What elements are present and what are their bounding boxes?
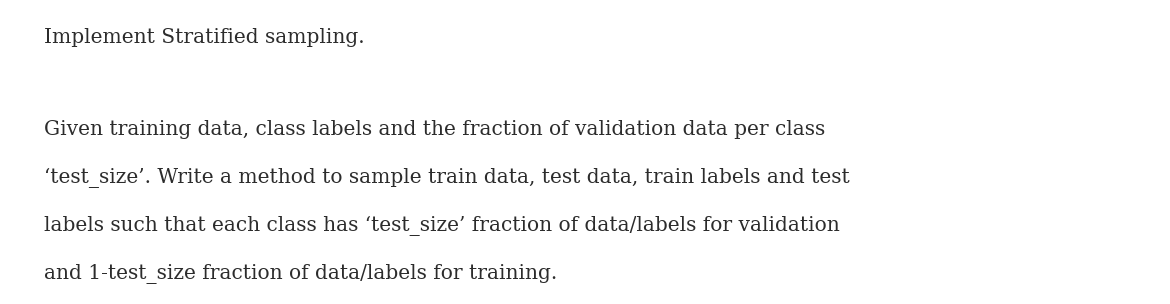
Text: labels such that each class has ‘test_size’ fraction of data/labels for validati: labels such that each class has ‘test_si… <box>44 216 840 236</box>
Text: ‘test_size’. Write a method to sample train data, test data, train labels and te: ‘test_size’. Write a method to sample tr… <box>44 168 849 188</box>
Text: Given training data, class labels and the fraction of validation data per class: Given training data, class labels and th… <box>44 120 825 139</box>
Text: and 1-test_size fraction of data/labels for training.: and 1-test_size fraction of data/labels … <box>44 264 557 284</box>
Text: Implement Stratified sampling.: Implement Stratified sampling. <box>44 28 365 47</box>
